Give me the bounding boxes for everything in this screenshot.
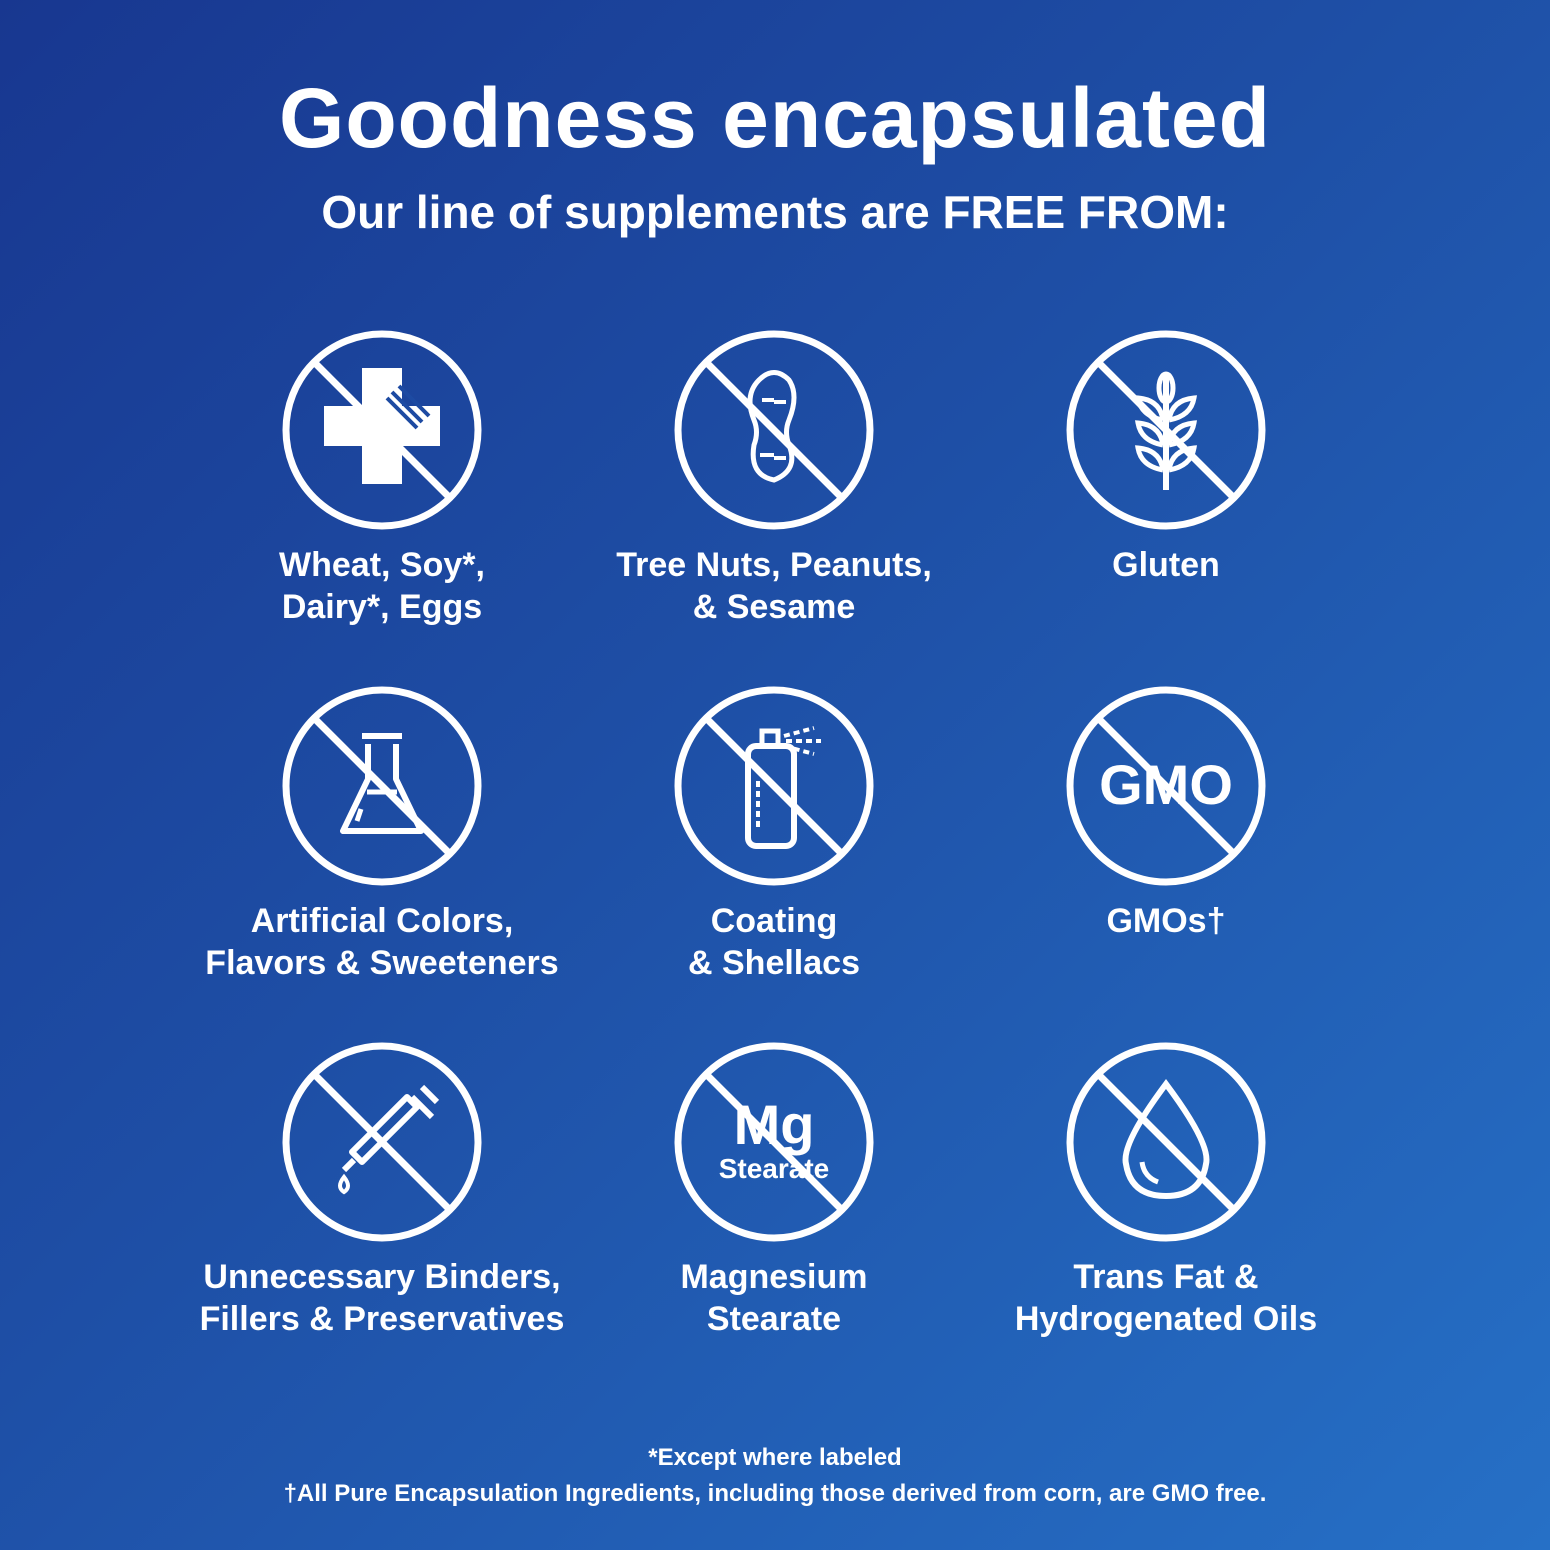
svg-text:GMO: GMO [1099,753,1233,816]
free-from-item: Mg Stearate Magnesium Stearate [564,1042,984,1340]
item-label-line: Stearate [706,1300,842,1338]
no-mg-stearate-icon: Mg Stearate [674,1042,874,1242]
item-label-line: & Shellacs [688,944,860,982]
item-label-line: Fillers & Preservatives [199,1300,565,1338]
item-label: Artificial Colors, Flavors & Sweeteners [172,900,592,984]
free-from-item: Trans Fat & Hydrogenated Oils [956,1042,1376,1340]
no-peanut-icon [674,330,874,530]
item-label-line: GMOs† [1106,902,1226,940]
no-allergen-icon [282,330,482,530]
item-label-line: Hydrogenated Oils [1014,1300,1318,1338]
item-label-line: Magnesium [680,1258,868,1296]
item-label: GMOs† [956,900,1376,942]
free-from-item: Artificial Colors, Flavors & Sweeteners [172,686,592,984]
item-label: Gluten [956,544,1376,586]
free-from-item: Wheat, Soy*, Dairy*, Eggs [172,330,592,628]
free-from-item: Coating & Shellacs [564,686,984,984]
item-label: Trans Fat & Hydrogenated Oils [956,1256,1376,1340]
item-label: Wheat, Soy*, Dairy*, Eggs [172,544,592,628]
item-label: Magnesium Stearate [564,1256,984,1340]
no-spray-icon [674,686,874,886]
item-label-line: & Sesame [692,588,856,626]
footnote-gmo: †All Pure Encapsulation Ingredients, inc… [283,1480,1267,1507]
page-title: Goodness encapsulated [279,71,1271,165]
item-label-line: Dairy*, Eggs [281,588,483,626]
free-from-item: Unnecessary Binders, Fillers & Preservat… [172,1042,592,1340]
free-from-item: Tree Nuts, Peanuts, & Sesame [564,330,984,628]
item-label-line: Tree Nuts, Peanuts, [616,546,932,584]
item-label: Tree Nuts, Peanuts, & Sesame [564,544,984,628]
svg-text:Stearate: Stearate [719,1153,830,1184]
item-label-line: Flavors & Sweeteners [205,944,559,982]
item-label: Unnecessary Binders, Fillers & Preservat… [172,1256,592,1340]
item-label-line: Gluten [1112,546,1220,584]
item-label-line: Coating [710,902,838,940]
no-oil-drop-icon [1066,1042,1266,1242]
no-wheat-icon [1066,330,1266,530]
item-label-line: Wheat, Soy*, [279,546,485,584]
no-gmo-icon: GMO [1066,686,1266,886]
page-subtitle: Our line of supplements are FREE FROM: [321,186,1229,238]
item-label: Coating & Shellacs [564,900,984,984]
item-label-line: Unnecessary Binders, [203,1258,561,1296]
no-dropper-icon [282,1042,482,1242]
free-from-item: Gluten [956,330,1376,586]
no-flask-icon [282,686,482,886]
svg-text:Mg: Mg [734,1093,815,1156]
item-label-line: Artificial Colors, [250,902,514,940]
footnote-except: *Except where labeled [648,1444,902,1471]
free-from-item: GMO GMOs† [956,686,1376,942]
item-label-line: Trans Fat & [1073,1258,1259,1296]
